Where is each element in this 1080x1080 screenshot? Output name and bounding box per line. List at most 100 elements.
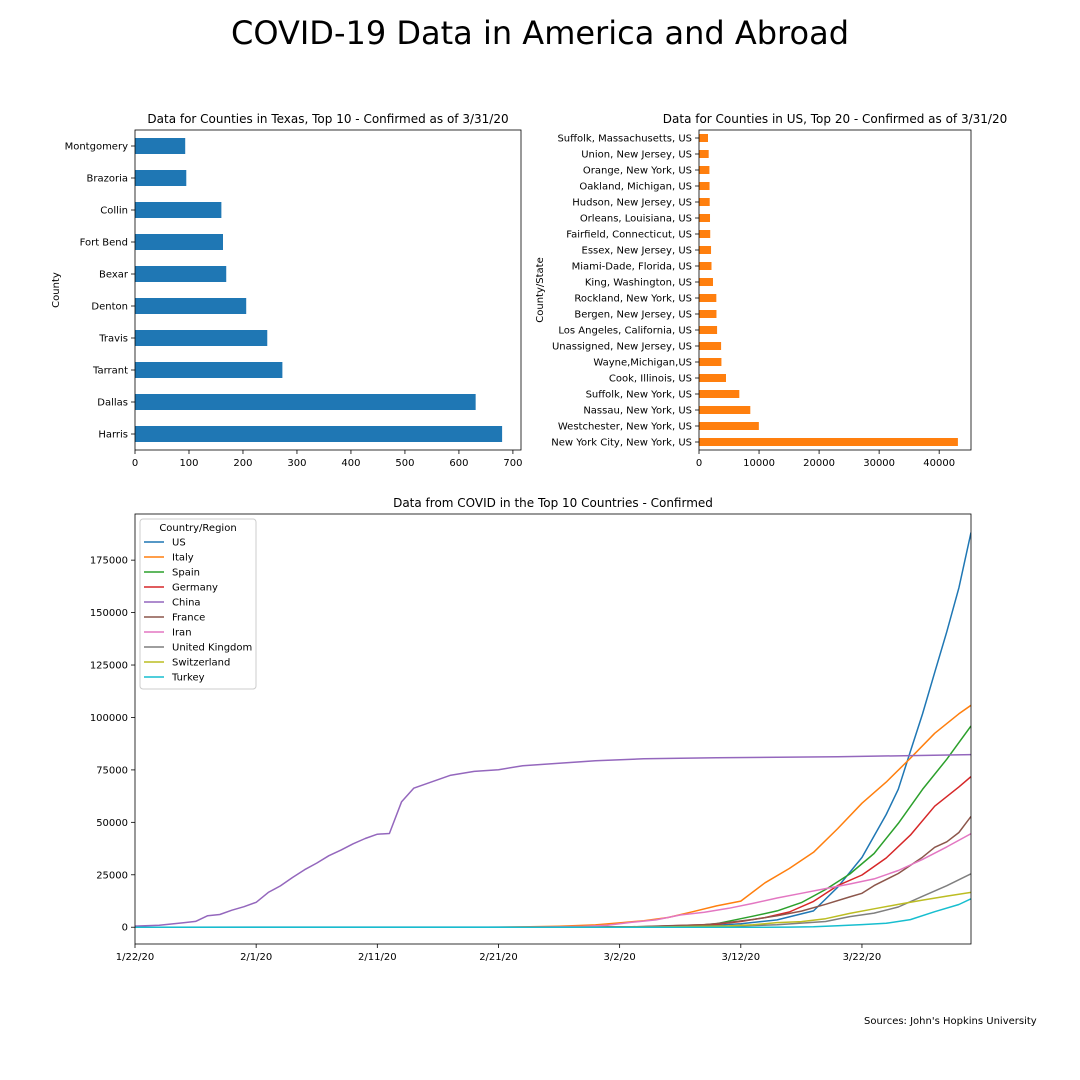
x-tick-label: 40000 [923,458,955,469]
chart-title: Data from COVID in the Top 10 Countries … [393,496,713,510]
y-tick-label: 75000 [96,765,128,776]
y-tick-label: Denton [91,302,128,313]
y-tick-label: Brazoria [87,174,128,185]
chart-1: New York City, New York, US Westchester, … [535,112,1007,469]
y-tick-label: Cook, Illinois, US [609,374,692,385]
chart-title: Data for Counties in Texas, Top 10 - Con… [147,112,508,126]
chart-0: Harris Dallas Tarrant Travis Denton Bexar Fort… [51,112,522,469]
legend-label: China [172,598,201,609]
x-tick-label: 700 [503,458,522,469]
plot-frame [134,129,522,451]
bar-bergen-new-jersey-us [699,310,717,318]
bar-tarrant [135,362,283,378]
bar-union-new-jersey-us [699,150,709,158]
y-tick-label: Collin [100,206,128,217]
y-tick-label: Montgomery [65,142,128,153]
bar-travis [135,330,268,346]
y-tick-label: Rockland, New York, US [574,294,692,305]
y-tick-label: Orleans, Louisiana, US [580,214,692,225]
x-tick-label: 3/2/20 [604,952,636,963]
y-tick-label: Miami-Dade, Florida, US [572,262,692,273]
plot-frame [698,129,972,451]
y-tick-label: New York City, New York, US [551,438,692,449]
bar-denton [135,298,247,314]
legend-label: United Kingdom [172,643,252,654]
x-tick-label: 2/11/20 [358,952,397,963]
bar-fairfield-connecticut-us [699,230,711,238]
y-tick-label: Tarrant [92,366,128,377]
y-tick-label: 50000 [96,818,128,829]
legend-label: Switzerland [172,658,230,669]
y-tick-label: Harris [98,430,128,441]
x-tick-label: 400 [341,458,360,469]
y-tick-label: Los Angeles, California, US [558,326,692,337]
x-tick-label: 100 [179,458,198,469]
series-line-france [135,815,971,928]
plot-frame [134,513,972,945]
figure-title: COVID-19 Data in America and Abroad [231,14,849,52]
bar-nassau-new-york-us [699,406,751,414]
x-tick-label: 200 [233,458,252,469]
x-tick-label: 2/1/20 [240,952,272,963]
y-tick-label: King, Washington, US [585,278,692,289]
y-tick-label: Unassigned, New Jersey, US [552,342,692,353]
series-line-italy [135,704,971,928]
y-tick-label: Westchester, New York, US [558,422,692,433]
y-tick-label: Wayne,Michigan,US [593,358,692,369]
bar-montgomery [135,138,186,154]
bar-orange-new-york-us [699,166,710,174]
x-tick-label: 20000 [803,458,835,469]
y-tick-label: Hudson, New Jersey, US [572,198,692,209]
legend-title: Country/Region [159,523,236,534]
y-tick-label: Bergen, New Jersey, US [574,310,692,321]
y-tick-label: Orange, New York, US [583,166,692,177]
legend-label: Italy [172,553,194,564]
x-tick-label: 0 [132,458,138,469]
y-tick-label: Dallas [97,398,128,409]
y-tick-label: Fairfield, Connecticut, US [566,230,692,241]
y-tick-label: Oakland, Michigan, US [579,182,692,193]
y-tick-label: Essex, New Jersey, US [582,246,693,257]
chart-2: 0 25000 50000 75000 100000 125000 150000 175000… [90,496,972,963]
series-lines [135,532,971,928]
x-tick-label: 300 [287,458,306,469]
series-line-us [135,532,971,928]
series-line-germany [135,776,971,928]
bar-cook-illinois-us [699,374,726,382]
legend-label: Spain [172,568,200,579]
source-note: Sources: John's Hopkins University [864,1016,1037,1027]
legend-label: Turkey [171,673,205,684]
legend-label: France [172,613,205,624]
series-line-turkey [135,898,971,928]
x-tick-label: 600 [449,458,468,469]
x-tick-label: 0 [696,458,702,469]
bar-los-angeles-california-us [699,326,718,334]
series-line-iran [135,833,971,928]
y-tick-label: 0 [122,923,128,934]
bar-harris [135,426,503,442]
y-tick-label: 175000 [90,556,128,567]
legend-label: Iran [172,628,192,639]
legend-box [139,518,257,690]
legend: Country/Region US Italy Spain Germany China Fr… [139,518,257,690]
y-tick-label: 125000 [90,661,128,672]
bar-hudson-new-jersey-us [699,198,710,206]
x-tick-label: 10000 [743,458,775,469]
x-tick-label: 1/22/20 [116,952,155,963]
x-tick-label: 3/12/20 [722,952,761,963]
bar-essex-new-jersey-us [699,246,712,254]
y-tick-label: Suffolk, New York, US [586,390,692,401]
y-tick-label: Union, New Jersey, US [581,150,692,161]
y-tick-label: 25000 [96,870,128,881]
x-tick-label: 30000 [863,458,895,469]
y-axis-label: County [51,272,62,308]
series-line-china [135,753,971,927]
y-tick-label: Bexar [99,270,129,281]
bar-unassigned-new-jersey-us [699,342,722,350]
chart-title: Data for Counties in US, Top 20 - Confir… [663,112,1007,126]
bar-brazoria [135,170,187,186]
bar-rockland-new-york-us [699,294,717,302]
x-tick-label: 3/22/20 [843,952,882,963]
